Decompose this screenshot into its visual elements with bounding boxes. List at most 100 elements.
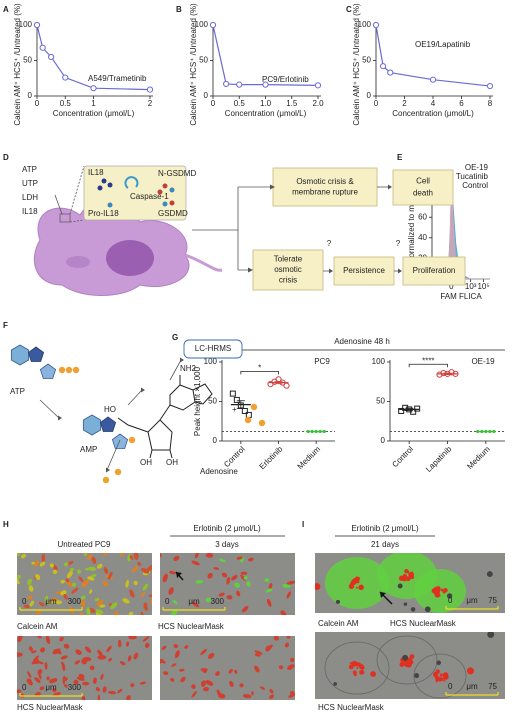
molecule xyxy=(169,187,175,193)
cell xyxy=(290,657,295,663)
scale-label: 300 xyxy=(68,683,82,692)
x-axis-label: Concentration (μmol/L) xyxy=(225,109,307,118)
cell xyxy=(97,649,103,657)
x-tick-label: 0.5 xyxy=(234,99,246,108)
nucleus xyxy=(348,664,354,670)
cell xyxy=(66,560,74,566)
cell xyxy=(44,661,48,670)
nucleus xyxy=(406,570,410,574)
cell xyxy=(130,683,135,688)
debris xyxy=(402,654,409,661)
inset-label: IL18 xyxy=(88,168,104,177)
y-axis-label: Normalized to mode xyxy=(407,191,416,263)
cell xyxy=(62,663,66,672)
point xyxy=(223,80,230,88)
nucleus xyxy=(408,573,411,576)
scale-label: μm xyxy=(466,682,478,691)
cell xyxy=(128,611,134,615)
point xyxy=(146,86,154,93)
cell xyxy=(87,566,97,571)
significance: * xyxy=(258,363,261,372)
cell xyxy=(173,555,180,562)
cell xyxy=(150,599,152,607)
debris xyxy=(333,682,338,686)
cell xyxy=(100,673,104,680)
adenine xyxy=(82,414,102,436)
point xyxy=(90,85,97,92)
cell xyxy=(65,578,70,583)
micrograph-background xyxy=(160,636,295,700)
cell xyxy=(163,671,169,676)
scale-label: μm xyxy=(45,597,57,606)
cell xyxy=(251,691,254,696)
cell xyxy=(191,560,200,566)
cell xyxy=(266,598,272,607)
cell xyxy=(229,680,234,687)
cell xyxy=(126,695,131,700)
cell xyxy=(81,581,87,588)
cell xyxy=(180,676,186,683)
cell xyxy=(39,561,46,567)
cell xyxy=(80,599,86,608)
point xyxy=(380,63,387,70)
released-molecule: ATP xyxy=(22,165,37,174)
cell xyxy=(107,571,113,580)
cell xyxy=(103,567,109,574)
panel-letter: E xyxy=(397,153,403,162)
cell xyxy=(254,665,260,673)
cell xyxy=(140,611,144,615)
box-text: osmotic xyxy=(274,265,302,274)
y-tick-label: 0 xyxy=(367,91,372,100)
panel-letter: B xyxy=(176,5,182,14)
cell xyxy=(286,580,295,585)
ribose xyxy=(111,433,129,449)
molecule-name: ATP xyxy=(10,387,25,396)
panel-letter: F xyxy=(3,321,8,330)
pointer-head xyxy=(380,592,386,598)
cell xyxy=(125,579,129,588)
arrow xyxy=(127,389,143,406)
instrument: LC-HRMS xyxy=(195,344,231,353)
cell xyxy=(117,639,122,648)
cell xyxy=(99,604,106,608)
point xyxy=(314,82,322,89)
channel-label: Calcein AM xyxy=(17,622,58,631)
micrograph xyxy=(160,553,295,615)
cell xyxy=(106,645,112,653)
cell xyxy=(87,554,92,560)
y-axis-label: Calcein AM⁺ HCS⁺ /Untreated (%) xyxy=(352,3,361,126)
cell xyxy=(95,609,104,615)
cell xyxy=(102,581,108,587)
cell xyxy=(141,567,150,574)
cell-outline xyxy=(376,635,438,685)
cell xyxy=(125,641,130,647)
cell xyxy=(17,689,22,694)
channel-label: HCS NuclearMask xyxy=(17,703,84,712)
cell xyxy=(69,568,75,572)
phosphate xyxy=(114,468,122,476)
debris xyxy=(315,583,321,590)
nucleus xyxy=(358,584,364,591)
cell xyxy=(17,636,23,643)
process-box xyxy=(333,256,395,286)
cell xyxy=(38,601,45,607)
pointer-head xyxy=(176,572,182,578)
x-tick-label: Lapatinib xyxy=(424,444,454,474)
cell xyxy=(60,655,68,660)
x-tick-label: 2 xyxy=(402,99,407,108)
cell xyxy=(82,681,90,686)
caspase-symbol xyxy=(124,176,139,189)
cell xyxy=(50,598,58,602)
nucleus xyxy=(439,677,442,680)
cell xyxy=(168,587,174,595)
cell xyxy=(184,645,189,649)
cell xyxy=(31,561,36,565)
debris xyxy=(397,583,403,589)
box-text: death xyxy=(413,189,433,198)
molecule xyxy=(162,201,168,207)
arrow-head xyxy=(58,415,62,421)
cell xyxy=(205,553,213,558)
point xyxy=(283,382,290,389)
nucleus xyxy=(359,664,365,670)
cell xyxy=(133,652,139,660)
